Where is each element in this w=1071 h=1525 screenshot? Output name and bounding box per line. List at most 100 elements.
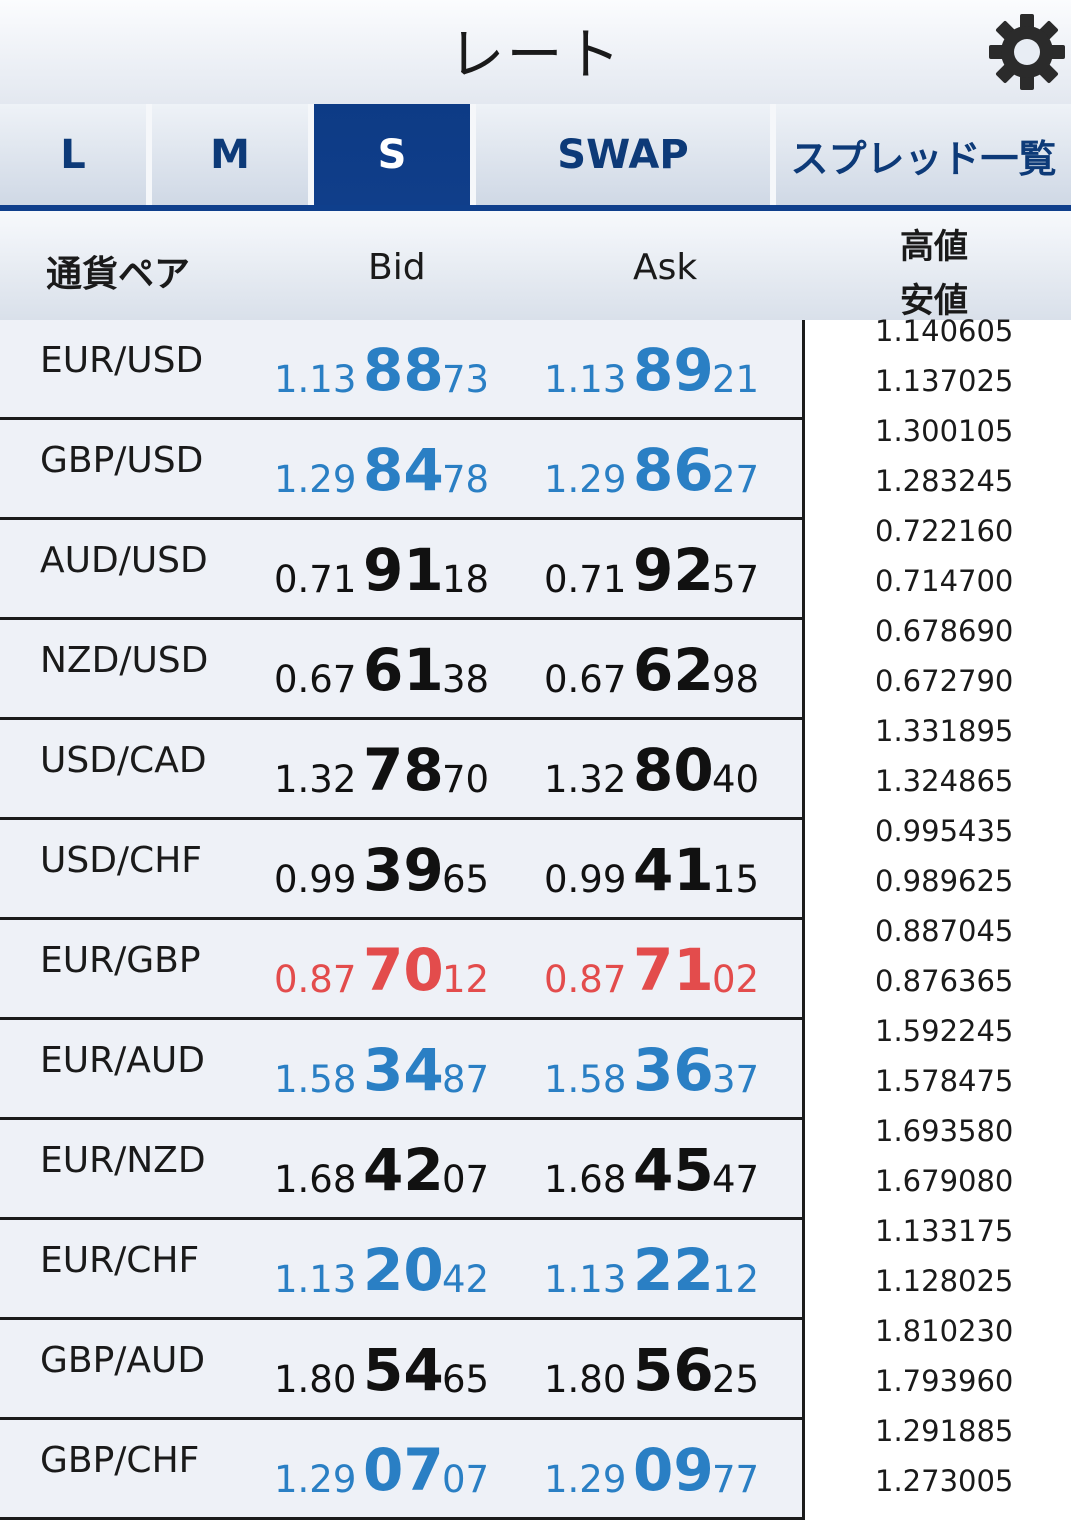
column-divider [802, 620, 805, 720]
column-divider [802, 720, 805, 820]
currency-pair: USD/CHF [40, 840, 202, 881]
ask-prefix: 1.80 [544, 1358, 627, 1401]
rate-row[interactable]: EUR/USD 1.13 88 73 1.13 89 21 1.140605 1… [0, 314, 1071, 420]
ask-pips: 89 [633, 336, 714, 404]
ask-suffix: 27 [712, 458, 760, 501]
rate-row[interactable]: USD/CAD 1.32 78 70 1.32 80 40 1.331895 1… [0, 714, 1071, 820]
low-value: 1.324865 [875, 764, 1014, 798]
tab-l[interactable]: L [0, 104, 152, 206]
tab-m[interactable]: M [152, 104, 314, 206]
bid-suffix: 07 [442, 1458, 490, 1501]
bid-suffix: 73 [442, 358, 490, 401]
gear-icon[interactable] [987, 12, 1067, 92]
rate-list: EUR/USD 1.13 88 73 1.13 89 21 1.140605 1… [0, 314, 1071, 1520]
bid-prefix: 1.58 [274, 1058, 357, 1101]
rate-row[interactable]: USD/CHF 0.99 39 65 0.99 41 15 0.995435 0… [0, 814, 1071, 920]
rate-row[interactable]: GBP/AUD 1.80 54 65 1.80 56 25 1.810230 1… [0, 1314, 1071, 1420]
ask-suffix: 77 [712, 1458, 760, 1501]
bid-prefix: 1.29 [274, 458, 357, 501]
high-value: 1.810230 [875, 1314, 1014, 1348]
high-low-cell: 0.887045 0.876365 [805, 914, 1071, 1020]
ask-prefix: 1.68 [544, 1158, 627, 1201]
tab-underline [0, 205, 1071, 211]
bid-prefix: 0.71 [274, 558, 357, 601]
currency-pair: NZD/USD [40, 640, 209, 681]
currency-pair: GBP/USD [40, 440, 204, 481]
ask-pips: 09 [633, 1436, 714, 1504]
rate-row[interactable]: EUR/NZD 1.68 42 07 1.68 45 47 1.693580 1… [0, 1114, 1071, 1220]
currency-pair: GBP/AUD [40, 1340, 206, 1381]
ask-suffix: 21 [712, 358, 760, 401]
column-divider [802, 1120, 805, 1220]
bid-pips: 70 [363, 936, 444, 1004]
currency-pair: EUR/USD [40, 340, 204, 381]
ask-suffix: 12 [712, 1258, 760, 1301]
ask-suffix: 37 [712, 1058, 760, 1101]
bid-pips: 42 [363, 1136, 444, 1204]
bid-suffix: 38 [442, 658, 490, 701]
high-value: 0.722160 [875, 514, 1014, 548]
column-divider [802, 1420, 805, 1520]
ask-prefix: 1.13 [544, 358, 627, 401]
bid-pips: 20 [363, 1236, 444, 1304]
bid-suffix: 65 [442, 858, 490, 901]
tab-swap[interactable]: SWAP [476, 104, 776, 206]
bid-suffix: 07 [442, 1158, 490, 1201]
bid-prefix: 0.99 [274, 858, 357, 901]
low-value: 1.137025 [875, 364, 1014, 398]
app-header: レート [0, 0, 1071, 104]
rate-row[interactable]: GBP/CHF 1.29 07 07 1.29 09 77 1.291885 1… [0, 1414, 1071, 1520]
bid-prefix: 1.32 [274, 758, 357, 801]
ask-prefix: 1.29 [544, 458, 627, 501]
bid-prefix: 1.68 [274, 1158, 357, 1201]
ask-suffix: 47 [712, 1158, 760, 1201]
high-value: 1.140605 [875, 314, 1014, 348]
bid-prefix: 0.87 [274, 958, 357, 1001]
tab-label: スプレッド一覧 [790, 136, 1057, 181]
header-high: 高値 [900, 227, 968, 267]
bid-prefix: 0.67 [274, 658, 357, 701]
bid-suffix: 87 [442, 1058, 490, 1101]
ask-pips: 80 [633, 736, 714, 804]
ask-suffix: 02 [712, 958, 760, 1001]
currency-pair: EUR/GBP [40, 940, 201, 981]
high-low-cell: 1.592245 1.578475 [805, 1014, 1071, 1120]
high-low-cell: 1.133175 1.128025 [805, 1214, 1071, 1320]
tab-label: S [377, 132, 407, 178]
bid-pips: 91 [363, 536, 444, 604]
currency-pair: EUR/CHF [40, 1240, 200, 1281]
ask-prefix: 0.67 [544, 658, 627, 701]
low-value: 1.578475 [875, 1064, 1014, 1098]
rate-row[interactable]: EUR/GBP 0.87 70 12 0.87 71 02 0.887045 0… [0, 914, 1071, 1020]
high-value: 1.291885 [875, 1414, 1014, 1448]
low-value: 0.714700 [875, 564, 1014, 598]
high-low-cell: 1.140605 1.137025 [805, 314, 1071, 420]
tab-spread-list[interactable]: スプレッド一覧 [776, 104, 1071, 206]
low-value: 1.273005 [875, 1464, 1014, 1498]
ask-suffix: 57 [712, 558, 760, 601]
rate-row[interactable]: GBP/USD 1.29 84 78 1.29 86 27 1.300105 1… [0, 414, 1071, 520]
low-value: 1.793960 [875, 1364, 1014, 1398]
high-low-cell: 0.995435 0.989625 [805, 814, 1071, 920]
ask-pips: 86 [633, 436, 714, 504]
ask-prefix: 1.32 [544, 758, 627, 801]
rate-row[interactable]: EUR/CHF 1.13 20 42 1.13 22 12 1.133175 1… [0, 1214, 1071, 1320]
bid-suffix: 12 [442, 958, 490, 1001]
bid-prefix: 1.29 [274, 1458, 357, 1501]
rate-row[interactable]: NZD/USD 0.67 61 38 0.67 62 98 0.678690 0… [0, 614, 1071, 720]
bid-suffix: 65 [442, 1358, 490, 1401]
column-divider [802, 1020, 805, 1120]
currency-pair: USD/CAD [40, 740, 207, 781]
tab-s[interactable]: S [314, 104, 476, 206]
high-low-cell: 0.722160 0.714700 [805, 514, 1071, 620]
high-low-cell: 1.810230 1.793960 [805, 1314, 1071, 1420]
high-low-cell: 0.678690 0.672790 [805, 614, 1071, 720]
column-divider [802, 1220, 805, 1320]
rate-row[interactable]: EUR/AUD 1.58 34 87 1.58 36 37 1.592245 1… [0, 1014, 1071, 1120]
ask-prefix: 1.13 [544, 1258, 627, 1301]
tab-label: M [210, 132, 250, 178]
ask-pips: 56 [633, 1336, 714, 1404]
header-bid: Bid [368, 247, 426, 288]
rate-row[interactable]: AUD/USD 0.71 91 18 0.71 92 57 0.722160 0… [0, 514, 1071, 620]
ask-prefix: 0.99 [544, 858, 627, 901]
